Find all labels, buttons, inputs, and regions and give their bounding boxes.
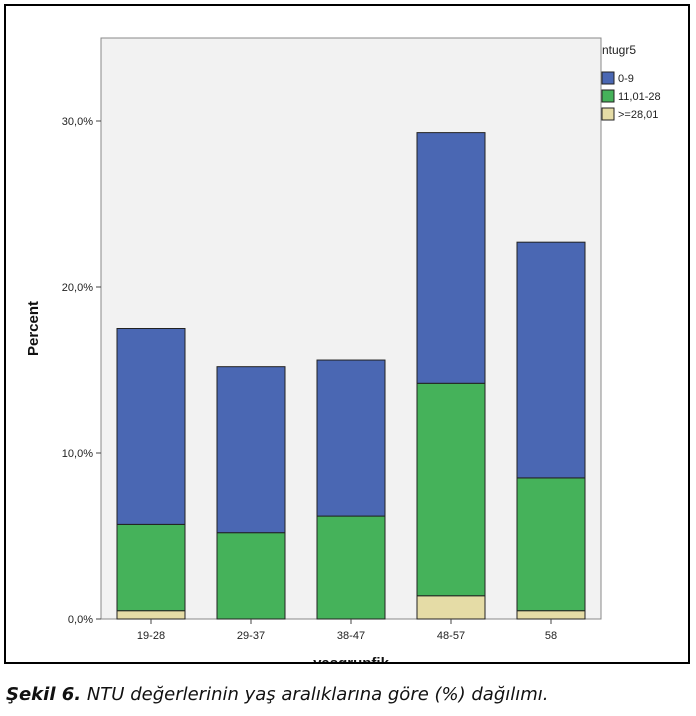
y-tick-label: 10,0% [62,448,93,460]
bar-58->=28,01 [516,610,586,620]
legend-label->=28,01: >=28,01 [618,109,658,121]
bar-58-11,01-28 [516,477,586,612]
bar-38-47-0-9 [316,359,386,517]
bar-19-28-0-9 [116,328,186,525]
y-tick-label: 0,0% [68,614,93,626]
bar-19-28->=28,01 [116,610,186,620]
figure-frame: 0,0% 10,0% 20,0% 30,0% Percent 19-28 29-37 38-4… [4,4,690,664]
bar-48-57-0-9 [416,132,486,384]
y-tick-label: 20,0% [62,282,93,294]
caption-text: NTU değerlerinin yaş aralıklarına göre (… [81,684,549,705]
x-tick-label: 38-47 [337,630,365,642]
legend-swatch-0-9 [601,71,615,85]
caption-label: Şekil 6. [6,684,82,705]
x-tick-label: 58 [545,630,557,642]
bar-48-57->=28,01 [416,595,486,620]
y-tick-label: 30,0% [62,116,93,128]
bar-38-47-11,01-28 [316,515,386,620]
bar-29-37-0-9 [216,366,286,534]
x-tick-label: 29-37 [237,630,265,642]
legend-title: ntugr5 [602,43,636,57]
legend-swatch-11,01-28 [601,89,615,103]
bar-58-0-9 [516,241,586,479]
bar-29-37-11,01-28 [216,532,286,620]
y-axis-label: Percent [25,301,42,356]
x-tick-label: 48-57 [437,630,465,642]
bar-19-28-11,01-28 [116,523,186,612]
legend-label-0-9: 0-9 [618,73,634,85]
legend-swatch->=28,01 [601,107,615,121]
x-tick-label: 19-28 [137,630,165,642]
x-axis-label: yasgrupfik [313,655,390,662]
bar-48-57-11,01-28 [416,382,486,597]
legend-label-11,01-28: 11,01-28 [618,91,661,103]
figure-caption: Şekil 6. NTU değerlerinin yaş aralıkları… [6,684,549,705]
stacked-bar-chart: 0,0% 10,0% 20,0% 30,0% Percent 19-28 29-37 38-4… [25,37,661,662]
